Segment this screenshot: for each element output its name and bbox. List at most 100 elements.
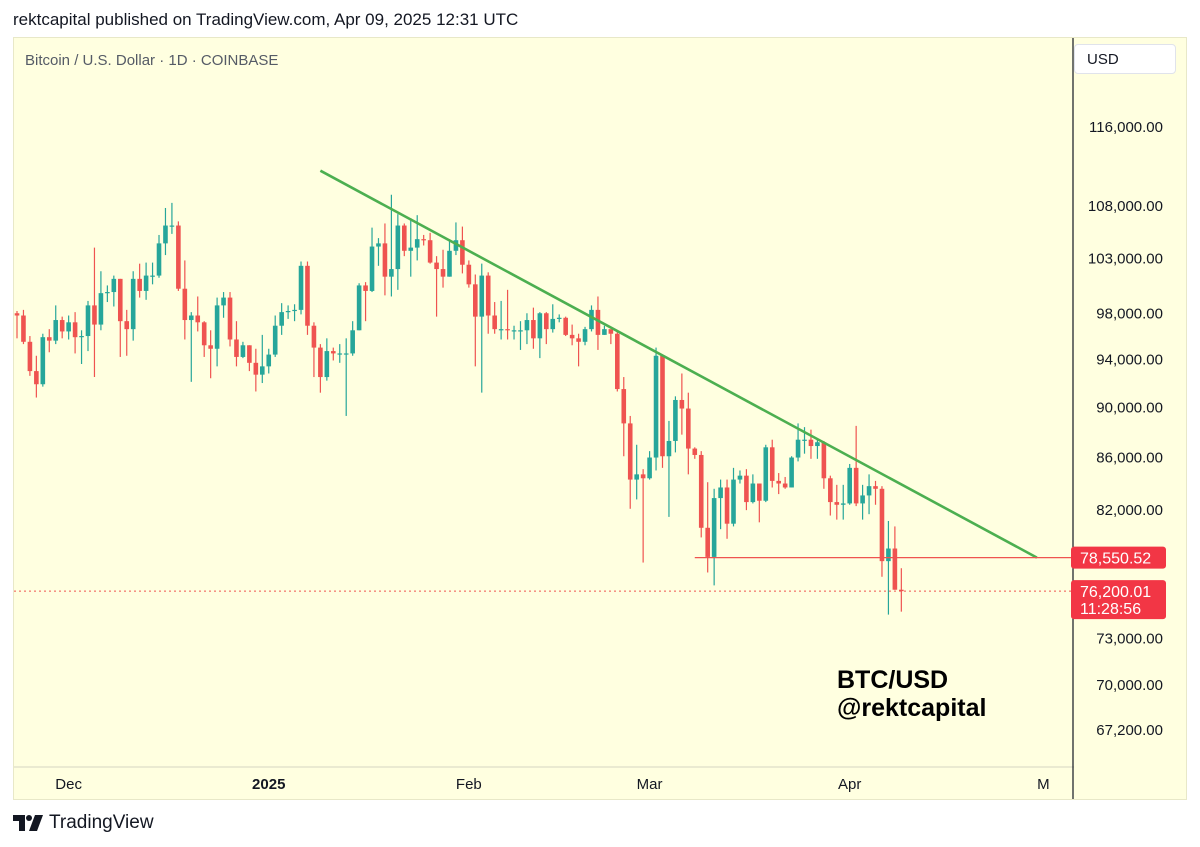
candle	[511, 325, 517, 340]
candle	[305, 261, 310, 335]
candle-body	[634, 474, 639, 480]
candle	[363, 282, 368, 322]
candle-body	[834, 502, 840, 505]
candle-body	[473, 284, 478, 317]
candlestick-chart[interactable]: 116,000.00 108,000.00 103,000.00 98,000.00 9…	[14, 38, 1186, 799]
candle-body	[53, 320, 59, 341]
candle-body	[518, 330, 523, 332]
candle-body	[337, 353, 343, 355]
candle	[214, 297, 220, 367]
candle	[634, 444, 639, 500]
candle	[234, 321, 239, 367]
candle-body	[860, 495, 865, 504]
candle	[686, 392, 691, 475]
candle	[272, 315, 278, 357]
price-tick-label: 82,000.00	[1096, 502, 1163, 519]
candle-body	[589, 309, 594, 330]
candle	[524, 313, 530, 345]
candle-body	[382, 243, 388, 277]
candle	[563, 316, 568, 337]
candle-body	[750, 483, 756, 503]
candle	[395, 214, 401, 290]
price-tick-label: 86,000.00	[1096, 450, 1163, 467]
candle	[711, 488, 717, 586]
candle-body	[802, 439, 807, 441]
candle-body	[34, 371, 39, 385]
candle	[556, 314, 562, 323]
candle-body	[92, 305, 97, 325]
candle-body	[711, 498, 717, 557]
candle	[356, 283, 362, 331]
candle	[853, 425, 859, 507]
candle-body	[886, 548, 891, 562]
publish-header: rektcapital published on TradingView.com…	[13, 10, 519, 29]
candle	[143, 262, 149, 300]
candle	[389, 194, 394, 297]
candle	[208, 330, 213, 379]
candle-body	[27, 341, 33, 372]
candle-body	[608, 329, 614, 334]
candle-body	[679, 399, 685, 409]
candle	[608, 329, 614, 345]
candle-body	[247, 345, 252, 363]
chart-panel[interactable]: 116,000.00 108,000.00 103,000.00 98,000.00 9…	[13, 37, 1187, 800]
candle	[847, 463, 852, 505]
candle-body	[201, 322, 207, 346]
candle	[343, 338, 349, 416]
candle-body	[408, 247, 414, 251]
candle-body	[66, 322, 71, 332]
candle	[485, 272, 491, 334]
candle	[705, 482, 710, 573]
candle	[402, 223, 407, 257]
candle-body	[653, 355, 659, 458]
candle	[195, 296, 201, 332]
candle-body	[795, 439, 801, 458]
time-tick-label: Feb	[456, 776, 482, 793]
candle-body	[214, 305, 220, 349]
currency-selector[interactable]: USD	[1074, 44, 1176, 74]
candle-body	[137, 278, 142, 291]
candle-body	[195, 315, 201, 323]
candle-body	[563, 317, 568, 335]
candle-body	[188, 315, 194, 321]
candle-body	[130, 278, 136, 330]
candle-body	[550, 318, 556, 330]
candle-body	[369, 246, 375, 291]
candle	[266, 348, 272, 374]
candle-body	[821, 442, 827, 479]
candle	[311, 322, 317, 378]
candle-body	[479, 275, 485, 317]
candle-body	[737, 475, 743, 480]
candle	[737, 470, 743, 484]
candle-body	[46, 337, 52, 341]
candle	[188, 312, 194, 382]
candle	[492, 302, 497, 334]
candle	[111, 275, 117, 307]
watermark-text: BTC/USD @rektcapital	[837, 666, 986, 722]
lines-layer	[14, 169, 1073, 592]
candle	[602, 325, 607, 335]
candle	[505, 289, 510, 340]
candle	[453, 222, 459, 256]
candle-body	[686, 408, 691, 449]
candle	[227, 292, 233, 347]
candle	[169, 202, 175, 234]
candle-body	[899, 589, 904, 592]
candle-body	[789, 457, 794, 488]
candle-body	[815, 442, 820, 447]
candle	[666, 420, 672, 517]
candle-body	[72, 322, 78, 338]
candle-body	[460, 240, 465, 265]
candle-body	[324, 351, 330, 378]
price-axis: 116,000.00 108,000.00 103,000.00 98,000.00 9…	[1088, 119, 1163, 739]
candle-body	[311, 325, 317, 348]
candle-body	[208, 345, 213, 349]
candle	[59, 316, 65, 339]
candle	[576, 333, 581, 367]
countdown-label-text: 11:28:56	[1080, 601, 1141, 618]
candle	[137, 263, 142, 298]
candle	[27, 336, 33, 376]
candle-body	[427, 240, 433, 263]
candle	[176, 221, 181, 291]
